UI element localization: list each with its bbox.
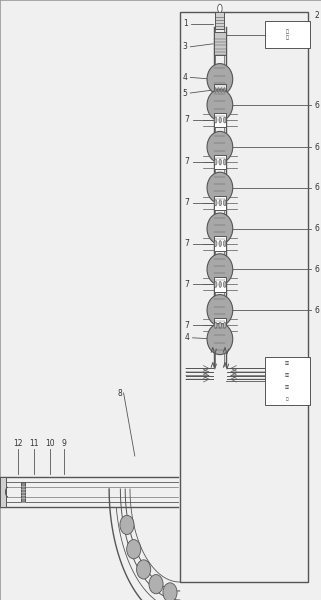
Ellipse shape xyxy=(207,295,233,326)
Text: 1: 1 xyxy=(183,19,188,28)
Ellipse shape xyxy=(214,159,217,165)
Ellipse shape xyxy=(217,88,219,92)
Text: 7: 7 xyxy=(185,320,189,329)
Ellipse shape xyxy=(207,64,233,95)
Ellipse shape xyxy=(207,254,233,285)
Text: 3: 3 xyxy=(182,42,187,51)
Text: 7: 7 xyxy=(185,198,189,207)
Ellipse shape xyxy=(214,88,216,92)
Text: 7: 7 xyxy=(185,115,189,124)
Ellipse shape xyxy=(214,200,217,206)
Text: 6: 6 xyxy=(315,265,319,274)
Text: 7: 7 xyxy=(185,239,189,248)
Ellipse shape xyxy=(127,539,141,559)
Ellipse shape xyxy=(214,241,217,247)
Ellipse shape xyxy=(219,117,221,123)
Ellipse shape xyxy=(137,560,151,579)
Text: 器: 器 xyxy=(286,397,289,401)
Bar xyxy=(214,113,226,127)
Ellipse shape xyxy=(207,213,233,244)
Ellipse shape xyxy=(219,281,221,287)
Text: 11: 11 xyxy=(29,439,39,449)
Text: 6: 6 xyxy=(315,305,319,314)
Text: 6: 6 xyxy=(315,224,319,233)
Ellipse shape xyxy=(218,4,222,13)
Ellipse shape xyxy=(149,575,163,594)
Text: 8: 8 xyxy=(117,389,122,398)
Ellipse shape xyxy=(207,172,233,203)
Ellipse shape xyxy=(120,515,134,535)
Ellipse shape xyxy=(207,89,233,121)
Ellipse shape xyxy=(223,200,226,206)
Ellipse shape xyxy=(214,322,217,328)
Bar xyxy=(214,196,226,210)
Ellipse shape xyxy=(223,241,226,247)
Text: 12: 12 xyxy=(13,439,22,449)
Ellipse shape xyxy=(207,131,233,163)
Bar xyxy=(265,357,310,405)
Ellipse shape xyxy=(223,88,225,92)
Text: 5: 5 xyxy=(182,88,187,97)
Text: 6: 6 xyxy=(315,142,319,151)
Text: 封隔: 封隔 xyxy=(285,385,290,389)
Text: 10: 10 xyxy=(45,439,55,449)
Text: 封
隔: 封 隔 xyxy=(286,29,289,40)
Bar xyxy=(265,21,310,48)
Ellipse shape xyxy=(223,281,226,287)
Text: 9: 9 xyxy=(62,439,67,449)
Bar xyxy=(214,84,226,96)
Text: 造斜: 造斜 xyxy=(285,361,290,365)
Ellipse shape xyxy=(163,583,177,600)
Text: 7: 7 xyxy=(185,280,189,289)
Bar xyxy=(214,32,226,55)
Bar xyxy=(215,12,224,29)
Text: 4: 4 xyxy=(182,73,187,82)
Bar xyxy=(180,12,308,582)
Bar xyxy=(0,477,6,507)
Ellipse shape xyxy=(219,200,221,206)
Ellipse shape xyxy=(219,159,221,165)
Bar xyxy=(214,236,226,251)
Text: 井段: 井段 xyxy=(285,373,290,377)
Bar xyxy=(21,482,25,502)
Ellipse shape xyxy=(219,241,221,247)
Ellipse shape xyxy=(219,322,221,328)
Ellipse shape xyxy=(223,117,226,123)
Text: 2: 2 xyxy=(315,10,319,19)
Text: 6: 6 xyxy=(315,183,319,192)
Ellipse shape xyxy=(207,323,233,355)
Bar xyxy=(214,277,226,292)
Ellipse shape xyxy=(214,281,217,287)
Text: 4: 4 xyxy=(185,334,189,342)
Ellipse shape xyxy=(214,117,217,123)
Bar xyxy=(214,155,226,169)
Text: 7: 7 xyxy=(185,157,189,166)
Ellipse shape xyxy=(223,322,226,328)
Ellipse shape xyxy=(221,88,222,92)
Bar xyxy=(214,318,226,332)
Text: 6: 6 xyxy=(315,100,319,109)
Ellipse shape xyxy=(223,159,226,165)
